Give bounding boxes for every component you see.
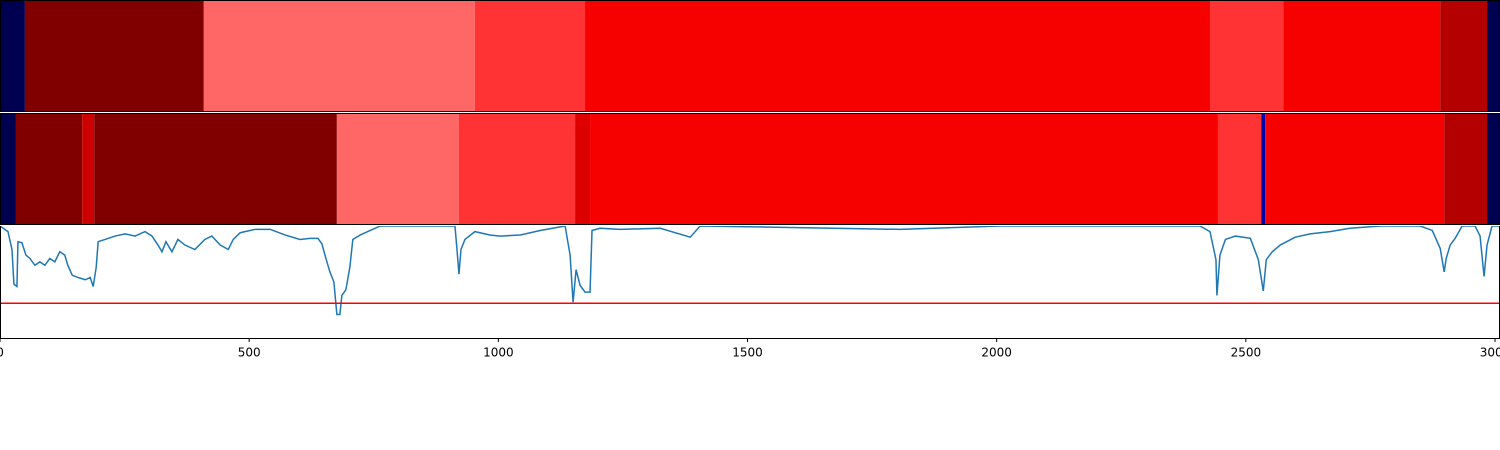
- segment: [1209, 0, 1284, 112]
- segment: [474, 0, 586, 112]
- x-tick-label: 0: [0, 346, 4, 360]
- segment: [94, 113, 337, 225]
- x-tick-label: 1500: [732, 346, 763, 360]
- segment: [1487, 0, 1500, 112]
- segment: [82, 113, 95, 225]
- segment: [1217, 113, 1262, 225]
- x-tick-label: 2500: [1231, 346, 1262, 360]
- data-line: [0, 226, 1500, 316]
- segment: [203, 0, 475, 112]
- segment: [1444, 113, 1488, 225]
- x-tick-label: 500: [238, 346, 261, 360]
- segment: [0, 113, 16, 225]
- segment: [24, 0, 204, 112]
- segment: [15, 113, 83, 225]
- x-tick-label: 1000: [483, 346, 514, 360]
- segment: [458, 113, 576, 225]
- plot-area: [0, 226, 1500, 316]
- segment: [336, 113, 459, 225]
- segment: [1261, 113, 1266, 225]
- segment: [585, 0, 1210, 112]
- x-tick-label: 2000: [981, 346, 1012, 360]
- segment: [1487, 113, 1500, 225]
- segment: [1440, 0, 1488, 112]
- segment: [575, 113, 591, 225]
- x-tick-label: 3000: [1480, 346, 1500, 360]
- segment: [1265, 113, 1445, 225]
- segment: [1283, 0, 1441, 112]
- segment: [0, 0, 25, 112]
- segment: [590, 113, 1218, 225]
